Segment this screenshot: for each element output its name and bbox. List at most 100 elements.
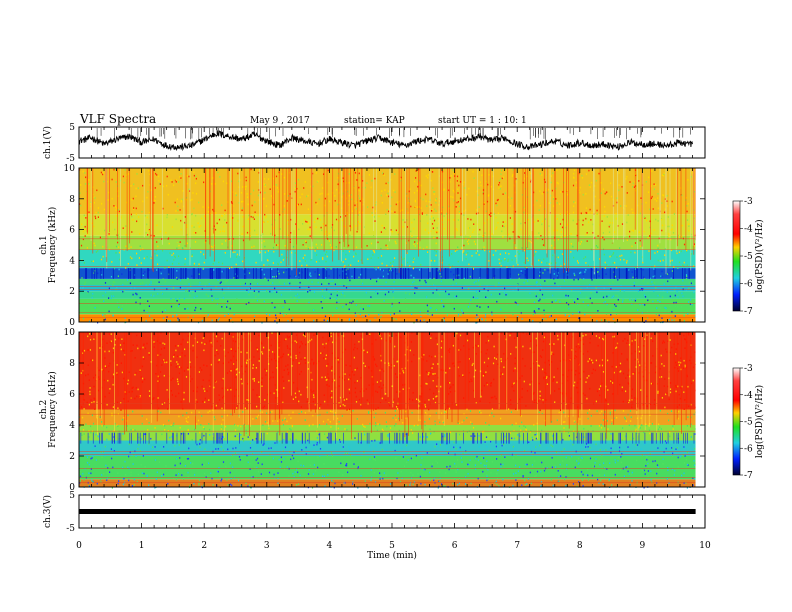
spectrum-cell: [174, 255, 176, 258]
spectrum-cell: [220, 445, 222, 448]
spectrum-cell: [344, 405, 346, 407]
spectrum-cell: [288, 336, 290, 338]
spectrum-cell: [412, 483, 414, 486]
spectrum-cell: [506, 357, 508, 360]
spectrum-cell: [136, 173, 138, 175]
spectrum-cell: [594, 185, 596, 187]
spectrum-cell: [164, 267, 166, 269]
spectrum-cell: [547, 188, 549, 191]
spectrum-cell: [600, 182, 602, 184]
spectrum-cell: [176, 242, 178, 244]
spectrum-cell: [468, 358, 470, 360]
spectrum-cell: [366, 351, 368, 354]
spectrum-cell: [79, 416, 81, 418]
spectrum-cell: [292, 472, 294, 475]
spectrum-cell: [396, 391, 398, 393]
spectrum-cell: [625, 466, 627, 469]
spectrum-cell: [469, 227, 471, 229]
spectrum-cell: [360, 280, 363, 282]
spectrum-cell: [273, 276, 275, 278]
spectrum-cell: [566, 193, 568, 196]
spectrum-cell: [156, 364, 158, 367]
spectrum-cell: [569, 315, 571, 317]
spectrum-cell: [198, 265, 200, 267]
spectrum-cell: [531, 436, 533, 439]
spectrum-cell: [454, 462, 456, 465]
spectrum-cell: [621, 223, 624, 225]
spectrum-cell: [600, 385, 602, 387]
spectrum-cell: [296, 204, 299, 206]
spectrum-cell: [168, 237, 170, 240]
spectrum-cell: [670, 410, 673, 412]
spectrum-cell: [663, 385, 665, 387]
spectrum-cell: [592, 223, 594, 226]
spectrum-cell: [664, 306, 666, 309]
spectrum-cell: [563, 448, 565, 450]
spectrum-cell: [263, 240, 265, 243]
spectrum-cell: [300, 358, 302, 360]
spectrum-cell: [429, 277, 431, 280]
spectrum-cell: [642, 469, 644, 472]
spectrum-cell: [226, 303, 228, 306]
spectrum-cell: [314, 271, 316, 273]
spectrum-cell: [457, 201, 459, 203]
spectrum-cell: [626, 192, 628, 194]
spectrum-cell: [109, 388, 111, 390]
spectrum-cell: [268, 471, 271, 474]
spectrum-cell: [372, 206, 374, 209]
spectrum-cell: [573, 384, 575, 387]
spectrum-cell: [147, 234, 149, 236]
spectrum-cell: [176, 270, 178, 272]
spectrum-cell: [148, 315, 151, 317]
spectrum-cell: [512, 173, 514, 176]
spectrum-cell: [280, 294, 283, 296]
spectrum-cell: [625, 377, 627, 379]
spectrum-cell: [541, 293, 544, 296]
spectrum-cell: [551, 189, 553, 192]
spectrum-cell: [411, 313, 413, 315]
spectrum-cell: [587, 412, 589, 414]
spectrum-cell: [256, 466, 258, 469]
spectrum-cell: [363, 226, 365, 228]
spectrum-cell: [634, 339, 636, 341]
spectrum-cell: [335, 412, 337, 414]
spectrum-cell: [256, 233, 258, 236]
spectrum-cell: [216, 222, 218, 225]
spectrum-cell: [427, 310, 429, 312]
spectrum-cell: [141, 422, 143, 425]
spectrum-cell: [378, 314, 380, 316]
spectrum-cell: [122, 290, 124, 293]
spectrum-cell: [375, 390, 377, 393]
spectrum-cell: [681, 292, 683, 295]
spectrum-cell: [452, 169, 454, 172]
spectrum-cell: [444, 485, 446, 487]
spectrum-cell: [342, 403, 344, 406]
spectrum-cell: [121, 338, 123, 340]
spectrum-cell: [538, 209, 540, 211]
spectrum-cell: [380, 475, 382, 478]
spectrum-cell: [177, 305, 179, 307]
spectrum-cell: [176, 361, 178, 363]
spectrum-cell: [246, 359, 248, 362]
spectrum-cell: [296, 341, 298, 344]
spectrum-cell: [268, 447, 270, 450]
spectrum-cell: [209, 212, 212, 215]
spectrum-cell: [112, 281, 114, 283]
spectrum-band: [79, 425, 696, 441]
spectrum-cell: [457, 483, 459, 486]
spectrum-cell: [392, 401, 394, 404]
spectrum-cell: [313, 309, 315, 311]
spectrum-cell: [491, 233, 493, 235]
spectrum-cell: [385, 399, 387, 401]
spectrum-cell: [103, 208, 105, 211]
spectrum-cell: [495, 216, 497, 219]
spectrum-cell: [601, 220, 603, 222]
spectrum-cell: [304, 260, 306, 262]
spectrum-cell: [426, 304, 428, 307]
spectrum-cell: [531, 380, 533, 383]
spectrum-cell: [323, 173, 325, 175]
spectrum-cell: [344, 428, 346, 430]
spectrum-cell: [409, 349, 411, 352]
spectrum-cell: [101, 202, 103, 205]
spectrum-cell: [451, 300, 454, 302]
